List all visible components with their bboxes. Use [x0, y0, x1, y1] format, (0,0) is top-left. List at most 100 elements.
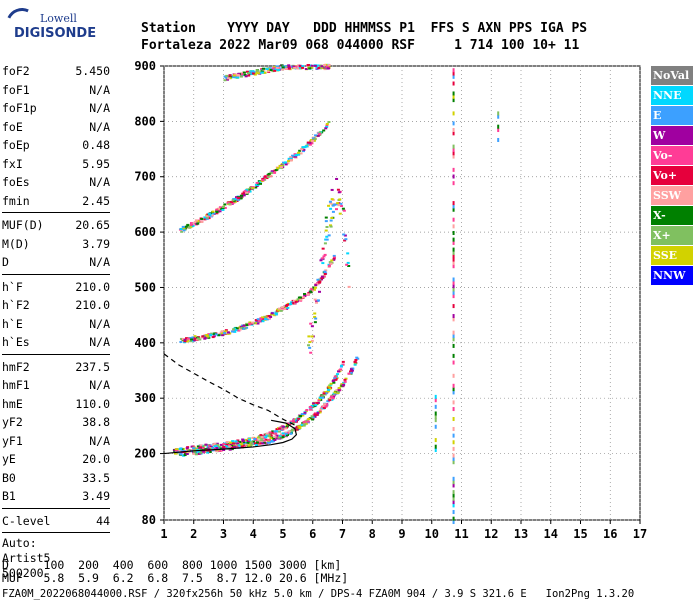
- echo-point: [174, 448, 178, 451]
- echo-point: [176, 448, 180, 451]
- legend-item: Vo+: [651, 166, 693, 185]
- echo-point: [321, 262, 325, 265]
- echo-point: [354, 358, 358, 361]
- echo-point: [312, 402, 316, 405]
- echo-point: [267, 314, 271, 317]
- echo-point: [262, 67, 266, 70]
- echo-point: [281, 436, 285, 439]
- echo-point: [335, 177, 339, 180]
- echo-point: [337, 389, 341, 392]
- echo-point: [287, 65, 291, 68]
- echo-point: [301, 65, 305, 68]
- echo-point: [312, 139, 316, 142]
- echo-point: [256, 322, 260, 325]
- echo-point: [332, 394, 336, 397]
- echo-point: [452, 131, 455, 136]
- echo-point: [315, 413, 319, 416]
- echo-point: [307, 291, 311, 294]
- echo-point: [343, 234, 347, 237]
- echo-point: [283, 161, 287, 164]
- x-tick-label: 7: [339, 527, 346, 541]
- echo-point: [452, 154, 455, 159]
- param-divider: [2, 532, 110, 533]
- echo-point: [452, 224, 455, 229]
- echo-point: [222, 448, 226, 451]
- param-row: h`F 210.0: [2, 278, 110, 297]
- echo-point: [180, 230, 184, 233]
- echo-point: [323, 253, 327, 256]
- echo-point: [215, 211, 219, 214]
- echo-point: [246, 439, 250, 442]
- echo-point: [285, 434, 289, 437]
- echo-point: [263, 71, 267, 74]
- echo-point: [313, 413, 317, 416]
- echo-point: [325, 238, 329, 241]
- param-row: yE 20.0: [2, 450, 110, 469]
- echo-point: [242, 324, 246, 327]
- echo-point: [278, 430, 282, 433]
- echo-point: [263, 175, 267, 178]
- echo-point: [452, 74, 455, 79]
- echo-point: [281, 434, 285, 437]
- echo-point: [185, 452, 189, 455]
- echo-point: [327, 121, 331, 124]
- echo-point: [173, 449, 177, 452]
- echo-point: [287, 157, 291, 160]
- echo-point: [304, 422, 308, 425]
- echo-point: [335, 208, 339, 211]
- echo-point: [277, 427, 281, 430]
- station-header: Station YYYY DAY DDD HHMMSS P1 FFS S AXN…: [141, 20, 587, 54]
- echo-point: [218, 332, 222, 335]
- param-row: foF2 5.450: [2, 62, 110, 81]
- echo-point: [249, 441, 253, 444]
- echo-point: [292, 65, 296, 68]
- echo-point: [434, 444, 437, 449]
- echo-point: [211, 449, 215, 452]
- echo-point: [265, 318, 269, 321]
- echo-point: [452, 81, 455, 86]
- echo-point: [328, 399, 332, 402]
- echo-point: [293, 153, 297, 156]
- echo-point: [434, 398, 437, 403]
- echo-point: [319, 398, 323, 401]
- echo-point: [314, 286, 318, 289]
- echo-point: [245, 191, 249, 194]
- echo-point: [452, 240, 455, 245]
- echo-point: [452, 483, 455, 488]
- echo-point: [260, 68, 264, 71]
- echo-point: [252, 440, 256, 443]
- echo-point: [208, 451, 212, 454]
- echo-point: [179, 453, 183, 456]
- echo-point: [182, 229, 186, 232]
- echo-point: [225, 441, 229, 444]
- echo-point: [317, 290, 321, 293]
- echo-point: [266, 441, 270, 444]
- echo-point: [452, 247, 455, 252]
- echo-point: [452, 456, 455, 461]
- echo-point: [264, 441, 268, 444]
- param-name: M(D): [2, 236, 30, 251]
- echo-point: [337, 387, 341, 390]
- echo-point: [318, 281, 322, 284]
- echo-point: [245, 70, 249, 73]
- echo-point: [284, 432, 288, 435]
- echo-point: [316, 64, 320, 67]
- echo-point: [270, 313, 274, 316]
- echo-point: [497, 128, 500, 133]
- autoscaling-line: Artist5: [2, 551, 51, 565]
- param-value: 33.5: [82, 470, 110, 485]
- echo-point: [274, 169, 278, 172]
- echo-point: [452, 98, 455, 103]
- param-value: N/A: [89, 378, 110, 392]
- echo-point: [283, 307, 287, 310]
- echo-point: [205, 335, 209, 338]
- echo-point: [452, 493, 455, 498]
- echo-point: [328, 261, 332, 264]
- echo-point: [452, 277, 455, 282]
- echo-point: [256, 72, 260, 75]
- echo-point: [325, 235, 329, 238]
- echo-point: [289, 157, 293, 160]
- echo-point: [175, 452, 179, 455]
- echo-point: [327, 63, 331, 66]
- legend-item: X+: [651, 226, 693, 245]
